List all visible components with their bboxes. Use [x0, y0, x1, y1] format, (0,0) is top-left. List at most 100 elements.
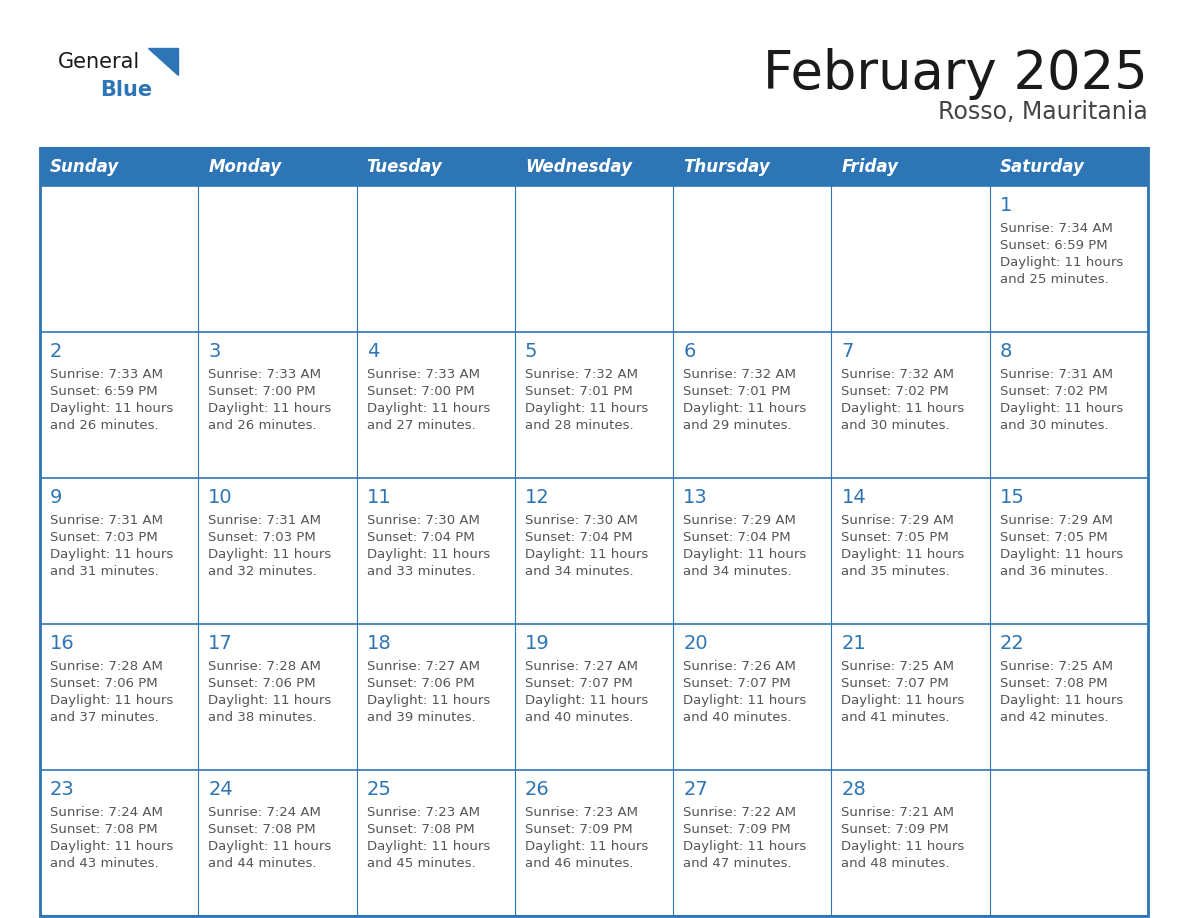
Text: 13: 13	[683, 488, 708, 507]
Text: 3: 3	[208, 342, 221, 361]
Text: Sunrise: 7:28 AM: Sunrise: 7:28 AM	[50, 660, 163, 673]
Text: Sunrise: 7:31 AM: Sunrise: 7:31 AM	[208, 514, 321, 527]
Text: 8: 8	[1000, 342, 1012, 361]
Bar	[674, 186, 832, 332]
Text: Sunrise: 7:33 AM: Sunrise: 7:33 AM	[50, 368, 163, 381]
Text: and 28 minutes.: and 28 minutes.	[525, 419, 633, 432]
Text: and 48 minutes.: and 48 minutes.	[841, 857, 950, 870]
Text: 15: 15	[1000, 488, 1024, 507]
Text: 21: 21	[841, 634, 866, 653]
Text: and 45 minutes.: and 45 minutes.	[367, 857, 475, 870]
Bar	[990, 478, 1148, 624]
Bar	[674, 478, 832, 624]
Text: Sunset: 6:59 PM: Sunset: 6:59 PM	[1000, 239, 1107, 252]
Bar	[514, 624, 674, 770]
Text: Sunset: 7:01 PM: Sunset: 7:01 PM	[683, 385, 791, 398]
Bar	[990, 770, 1148, 916]
Text: Daylight: 11 hours: Daylight: 11 hours	[841, 402, 965, 415]
Text: Daylight: 11 hours: Daylight: 11 hours	[208, 840, 331, 853]
Bar	[198, 624, 356, 770]
Bar	[514, 332, 674, 478]
Text: Sunrise: 7:25 AM: Sunrise: 7:25 AM	[1000, 660, 1113, 673]
Text: Sunset: 7:02 PM: Sunset: 7:02 PM	[1000, 385, 1107, 398]
Text: Daylight: 11 hours: Daylight: 11 hours	[50, 840, 173, 853]
Text: Daylight: 11 hours: Daylight: 11 hours	[841, 840, 965, 853]
Text: and 40 minutes.: and 40 minutes.	[683, 711, 791, 724]
Text: General: General	[58, 52, 140, 72]
Text: Daylight: 11 hours: Daylight: 11 hours	[208, 548, 331, 561]
Bar	[832, 478, 990, 624]
Text: Daylight: 11 hours: Daylight: 11 hours	[525, 840, 649, 853]
Text: 12: 12	[525, 488, 550, 507]
Text: Daylight: 11 hours: Daylight: 11 hours	[367, 840, 489, 853]
Bar	[356, 478, 514, 624]
Bar	[832, 186, 990, 332]
Text: 25: 25	[367, 780, 392, 799]
Text: and 29 minutes.: and 29 minutes.	[683, 419, 791, 432]
Text: Sunrise: 7:30 AM: Sunrise: 7:30 AM	[367, 514, 480, 527]
Text: Sunrise: 7:27 AM: Sunrise: 7:27 AM	[367, 660, 480, 673]
Text: 17: 17	[208, 634, 233, 653]
Text: Daylight: 11 hours: Daylight: 11 hours	[208, 694, 331, 707]
Text: Daylight: 11 hours: Daylight: 11 hours	[1000, 402, 1123, 415]
Text: Sunset: 7:05 PM: Sunset: 7:05 PM	[1000, 531, 1107, 544]
Text: Sunset: 7:08 PM: Sunset: 7:08 PM	[1000, 677, 1107, 690]
Text: 18: 18	[367, 634, 391, 653]
Bar	[40, 478, 198, 624]
Text: and 43 minutes.: and 43 minutes.	[50, 857, 159, 870]
Text: Friday: Friday	[841, 158, 898, 176]
Text: and 46 minutes.: and 46 minutes.	[525, 857, 633, 870]
Text: Thursday: Thursday	[683, 158, 770, 176]
Text: 16: 16	[50, 634, 75, 653]
Text: and 31 minutes.: and 31 minutes.	[50, 565, 159, 578]
Text: Sunrise: 7:32 AM: Sunrise: 7:32 AM	[683, 368, 796, 381]
Text: Wednesday: Wednesday	[525, 158, 632, 176]
Text: Sunrise: 7:27 AM: Sunrise: 7:27 AM	[525, 660, 638, 673]
Text: Daylight: 11 hours: Daylight: 11 hours	[1000, 548, 1123, 561]
Text: Sunset: 7:00 PM: Sunset: 7:00 PM	[367, 385, 474, 398]
Text: and 35 minutes.: and 35 minutes.	[841, 565, 950, 578]
Text: Sunrise: 7:31 AM: Sunrise: 7:31 AM	[50, 514, 163, 527]
Text: Daylight: 11 hours: Daylight: 11 hours	[367, 694, 489, 707]
Text: Sunset: 7:02 PM: Sunset: 7:02 PM	[841, 385, 949, 398]
Text: Daylight: 11 hours: Daylight: 11 hours	[367, 402, 489, 415]
Text: 24: 24	[208, 780, 233, 799]
Text: and 26 minutes.: and 26 minutes.	[50, 419, 159, 432]
Text: Blue: Blue	[100, 80, 152, 100]
Bar	[40, 186, 198, 332]
Text: Sunset: 7:09 PM: Sunset: 7:09 PM	[683, 823, 791, 836]
Bar	[514, 478, 674, 624]
Text: Sunset: 7:04 PM: Sunset: 7:04 PM	[367, 531, 474, 544]
Text: Sunset: 7:00 PM: Sunset: 7:00 PM	[208, 385, 316, 398]
Text: Daylight: 11 hours: Daylight: 11 hours	[683, 694, 807, 707]
Text: Daylight: 11 hours: Daylight: 11 hours	[50, 548, 173, 561]
Text: Sunrise: 7:25 AM: Sunrise: 7:25 AM	[841, 660, 954, 673]
Text: Sunset: 6:59 PM: Sunset: 6:59 PM	[50, 385, 158, 398]
Bar	[198, 332, 356, 478]
Text: 28: 28	[841, 780, 866, 799]
Text: Sunset: 7:05 PM: Sunset: 7:05 PM	[841, 531, 949, 544]
Text: Daylight: 11 hours: Daylight: 11 hours	[841, 548, 965, 561]
Text: 1: 1	[1000, 196, 1012, 215]
Text: Sunrise: 7:34 AM: Sunrise: 7:34 AM	[1000, 222, 1113, 235]
Bar	[356, 624, 514, 770]
Text: Sunrise: 7:32 AM: Sunrise: 7:32 AM	[841, 368, 954, 381]
Text: 27: 27	[683, 780, 708, 799]
Text: and 27 minutes.: and 27 minutes.	[367, 419, 475, 432]
Bar	[990, 624, 1148, 770]
Text: and 38 minutes.: and 38 minutes.	[208, 711, 317, 724]
Bar	[832, 332, 990, 478]
Text: and 26 minutes.: and 26 minutes.	[208, 419, 317, 432]
Text: Sunday: Sunday	[50, 158, 119, 176]
Text: Sunset: 7:08 PM: Sunset: 7:08 PM	[208, 823, 316, 836]
Bar	[514, 770, 674, 916]
Text: Sunrise: 7:21 AM: Sunrise: 7:21 AM	[841, 806, 954, 819]
Polygon shape	[148, 48, 178, 75]
Text: and 33 minutes.: and 33 minutes.	[367, 565, 475, 578]
Text: Daylight: 11 hours: Daylight: 11 hours	[50, 402, 173, 415]
Text: Sunrise: 7:33 AM: Sunrise: 7:33 AM	[208, 368, 321, 381]
Text: 7: 7	[841, 342, 854, 361]
Text: and 42 minutes.: and 42 minutes.	[1000, 711, 1108, 724]
Text: Sunrise: 7:31 AM: Sunrise: 7:31 AM	[1000, 368, 1113, 381]
Text: and 30 minutes.: and 30 minutes.	[841, 419, 950, 432]
